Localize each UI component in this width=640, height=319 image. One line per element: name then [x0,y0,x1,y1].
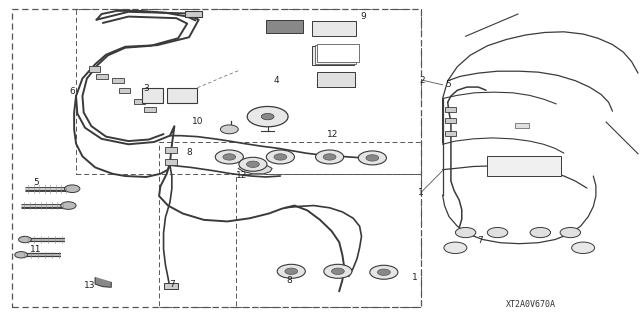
Text: 13: 13 [84,281,96,290]
Text: 1: 1 [412,272,417,281]
Text: 6: 6 [69,87,75,96]
Bar [166,159,177,165]
Bar [134,99,145,104]
Bar [487,156,561,176]
Circle shape [239,157,267,171]
Bar [312,21,356,36]
Circle shape [358,151,387,165]
Text: 12: 12 [327,130,339,139]
Circle shape [370,265,398,279]
Bar [164,283,177,289]
Text: 9: 9 [360,12,366,21]
Bar [317,72,355,87]
Circle shape [61,202,76,209]
Bar [167,88,197,103]
Circle shape [572,242,595,254]
Bar [445,131,456,136]
Bar [143,88,163,103]
Circle shape [261,114,274,120]
Circle shape [487,227,508,238]
Text: 11: 11 [30,245,42,254]
Circle shape [530,227,550,238]
Text: 10: 10 [191,117,203,126]
Circle shape [332,268,344,274]
Circle shape [560,227,580,238]
Bar [317,44,359,62]
Text: 5: 5 [33,178,38,187]
Circle shape [215,150,243,164]
Bar [184,11,202,17]
Circle shape [316,150,344,164]
Text: 3: 3 [143,85,149,93]
Circle shape [65,185,80,193]
Bar [445,107,456,112]
Text: 7: 7 [477,236,483,245]
Circle shape [323,154,336,160]
Circle shape [15,252,28,258]
Bar [515,123,529,128]
Circle shape [444,242,467,254]
Circle shape [266,150,294,164]
Circle shape [285,268,298,274]
Bar [119,88,131,93]
Circle shape [378,269,390,275]
Text: 5: 5 [445,80,451,89]
Polygon shape [238,165,272,174]
Bar [266,20,303,33]
Text: XT2A0V670A: XT2A0V670A [506,300,556,309]
Bar [445,118,456,123]
Text: 2: 2 [419,76,425,85]
Bar [89,66,100,71]
Text: 7: 7 [169,279,175,288]
Circle shape [19,236,31,243]
Bar [315,45,356,63]
Circle shape [277,264,305,278]
Circle shape [366,155,379,161]
Text: 8: 8 [287,276,292,285]
Circle shape [223,154,236,160]
Text: 4: 4 [274,76,280,85]
Text: 8: 8 [186,148,192,157]
Bar [97,74,108,79]
Text: 1: 1 [418,188,424,197]
Circle shape [220,125,238,134]
Bar [145,107,156,112]
Bar [166,147,177,153]
Circle shape [246,161,259,167]
Bar [312,47,354,65]
Circle shape [247,107,288,127]
Circle shape [324,264,352,278]
Circle shape [274,154,287,160]
Circle shape [456,227,476,238]
Polygon shape [95,278,111,287]
Text: 12: 12 [236,171,248,180]
Bar [113,78,124,83]
